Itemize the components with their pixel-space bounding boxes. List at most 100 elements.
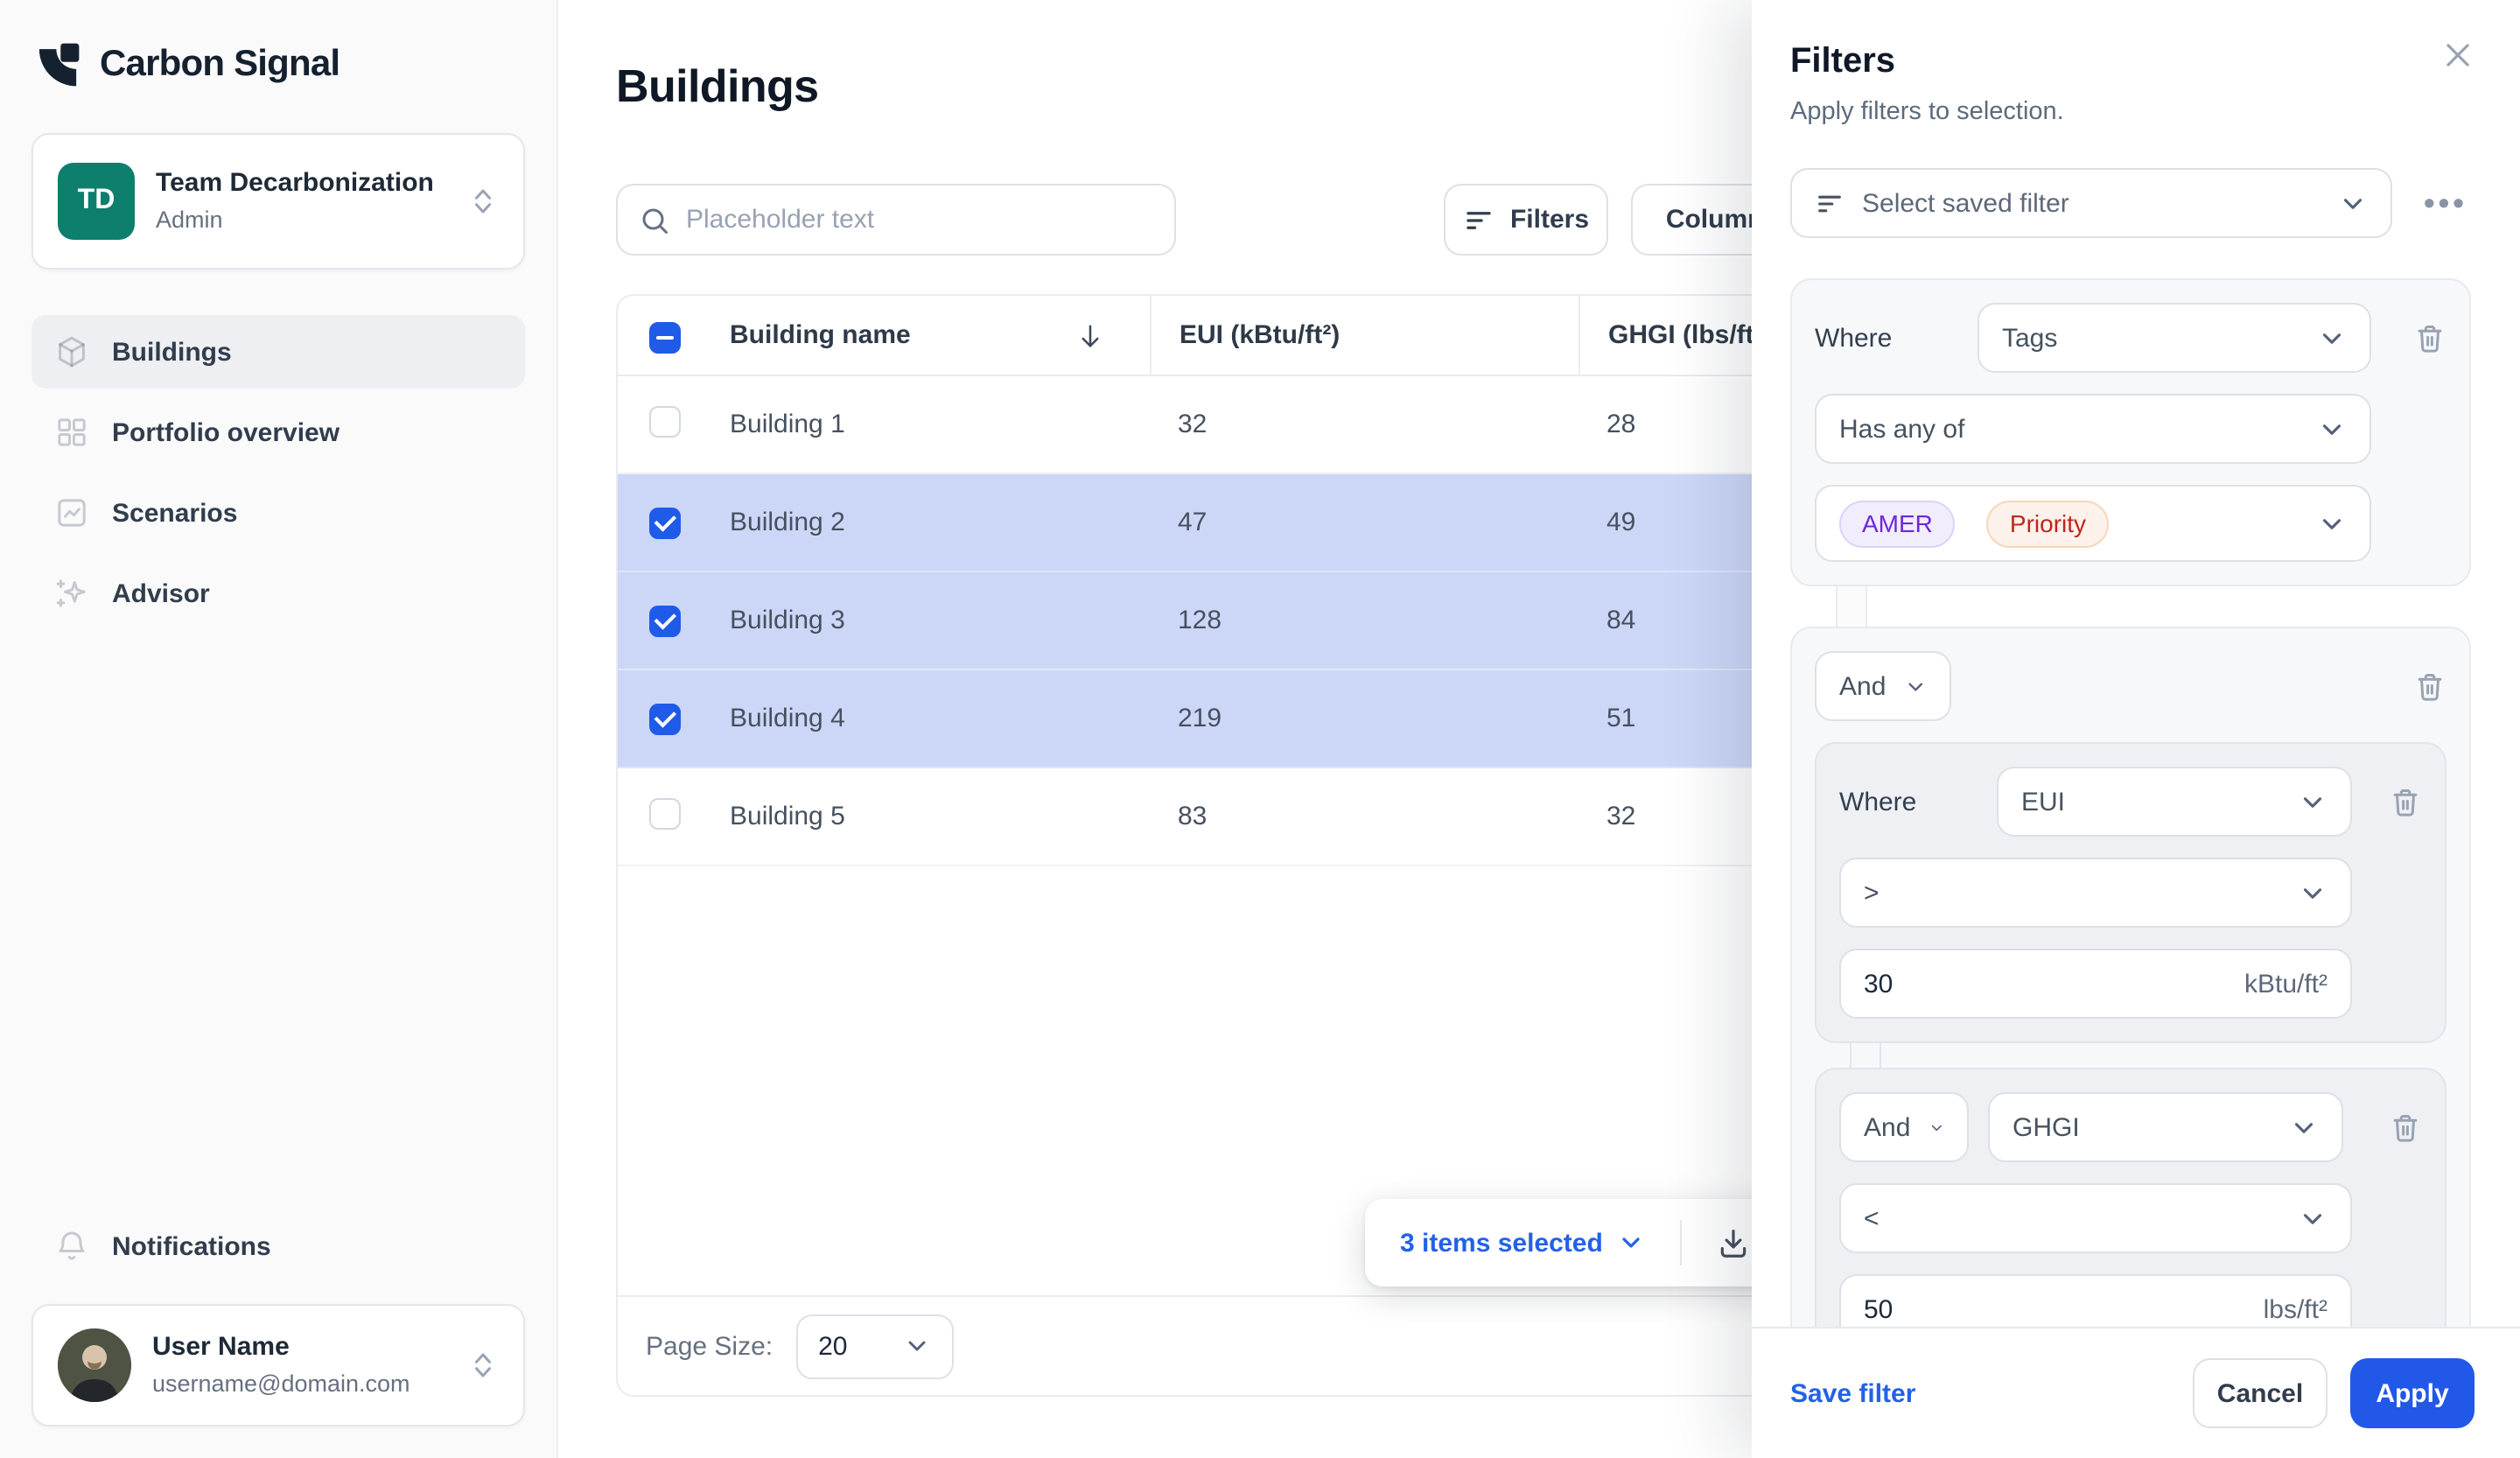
trash-icon[interactable] [2389,1111,2422,1144]
page-size-value: 20 [818,1331,848,1361]
sidebar-item-buildings[interactable]: Buildings [32,315,525,389]
chart-icon [58,499,86,527]
sidebar-item-label: Advisor [112,578,210,608]
ghgi-value: 49 [1606,508,1636,537]
filters-panel: Filters Apply filters to selection. Sele… [1752,0,2520,1458]
filter-lines-icon [1818,194,1841,212]
filters-panel-subtitle: Apply filters to selection. [1790,98,2064,126]
tags-value-select[interactable]: AMER Priority [1815,485,2371,562]
column-header-eui[interactable]: EUI (kBtu/ft²) [1150,296,1578,375]
tag-chip-priority: Priority [1986,500,2110,547]
team-role: Admin [156,207,223,234]
field-select-tags[interactable]: Tags [1978,303,2371,373]
sidebar-item-label: Scenarios [112,498,238,528]
row-checkbox[interactable] [649,605,681,637]
ghgi-value: 84 [1606,606,1636,635]
select-all-checkbox[interactable] [649,321,681,354]
team-switcher[interactable]: TD Team Decarbonization Admin [32,133,525,270]
chevron-down-icon [2343,198,2362,208]
operator-select-tags[interactable]: Has any of [1815,394,2371,464]
filters-panel-footer: Save filter Cancel Apply [1752,1327,2520,1458]
cancel-button[interactable]: Cancel [2193,1358,2328,1428]
user-name: User Name [152,1331,290,1362]
condition-join-select[interactable]: And [1839,1092,1969,1162]
trash-icon[interactable] [2389,785,2422,818]
cube-icon [59,336,85,368]
eui-unit: kBtu/ft² [2244,969,2328,999]
trash-icon[interactable] [2413,321,2446,354]
save-filter-link[interactable]: Save filter [1790,1378,1916,1408]
building-name: Building 2 [730,508,845,537]
eui-value: 83 [1178,802,1208,831]
row-checkbox[interactable] [649,703,681,735]
page-size-select[interactable]: 20 [795,1314,954,1378]
eui-value: 128 [1178,606,1222,635]
building-name: Building 3 [730,606,845,635]
search-input[interactable] [686,205,1153,235]
brand-logo: Carbon Signal [35,42,522,88]
chevron-down-icon [1622,1237,1640,1248]
sidebar-item-advisor[interactable]: Advisor [32,557,525,630]
items-selected-dropdown[interactable]: 3 items selected [1400,1228,1645,1258]
sidebar-item-scenarios[interactable]: Scenarios [32,476,525,550]
trash-icon[interactable] [2413,669,2446,703]
column-header-ghgi[interactable]: GHGI (lbs/ft²) [1578,296,2513,375]
eui-value: 219 [1178,704,1222,733]
column-header-building-name[interactable]: Building name [702,296,1150,375]
operator-select-eui[interactable]: > [1839,858,2352,928]
row-checkbox[interactable] [649,507,681,539]
apply-button[interactable]: Apply [2350,1358,2474,1428]
field-select-eui[interactable]: EUI [1997,767,2352,837]
ghgi-value: 32 [1606,802,1636,831]
ghgi-value: 50 [1864,1294,1894,1324]
chevron-down-icon [2303,1213,2322,1223]
chevron-down-icon [2303,887,2322,898]
ghgi-value: 51 [1606,704,1636,733]
filter-group-tags: Where Tags Has any of AMER Priority [1790,278,2471,586]
sidebar-nav: Buildings Portfolio overview Scenarios A… [32,315,525,630]
search-icon [642,207,668,233]
brand-name: Carbon Signal [100,44,340,84]
field-select-ghgi[interactable]: GHGI [1988,1092,2343,1162]
bell-icon [59,1231,85,1260]
group-join-select[interactable]: And [1815,651,1951,721]
sparkles-icon [56,579,86,607]
close-icon[interactable] [2441,39,2474,72]
user-menu[interactable]: User Name username@domain.com [32,1304,525,1426]
notifications-label: Notifications [112,1231,271,1261]
page-size-label: Page Size: [646,1331,774,1361]
building-name: Building 4 [730,704,845,733]
sidebar-item-portfolio-overview[interactable]: Portfolio overview [32,396,525,469]
filters-button[interactable]: Filters [1444,184,1608,256]
filter-lines-icon [1466,211,1491,228]
sidebar: Carbon Signal TD Team Decarbonization Ad… [0,0,558,1458]
sort-desc-icon[interactable] [1075,319,1107,351]
team-name: Team Decarbonization [156,167,434,198]
more-options-icon[interactable]: ••• [2424,185,2468,220]
sidebar-item-label: Portfolio overview [112,417,340,447]
operator-select-ghgi[interactable]: < [1839,1183,2352,1253]
building-name: Building 5 [730,802,845,831]
where-label: Where [1839,787,1917,817]
row-checkbox[interactable] [649,405,681,437]
user-avatar [58,1328,131,1402]
saved-filter-select[interactable]: Select saved filter [1790,168,2392,238]
chevron-down-icon [907,1341,925,1351]
group-connector [1836,586,1867,627]
eui-value: 32 [1178,410,1208,439]
filters-button-label: Filters [1509,205,1589,235]
notifications-button[interactable]: Notifications [32,1209,525,1283]
brand-logo-icon [38,43,80,87]
chevron-down-icon [2322,333,2342,343]
eui-value: 47 [1178,508,1208,537]
ghgi-unit: lbs/ft² [2263,1294,2328,1324]
grid-icon [58,418,86,446]
chevron-down-icon [2303,796,2322,807]
user-email: username@domain.com [152,1370,410,1398]
condition-connector [1850,1043,1881,1068]
chevron-up-down-icon [475,189,491,214]
eui-value-input[interactable]: 30 kBtu/ft² [1839,949,2352,1019]
ghgi-value: 28 [1606,410,1636,439]
row-checkbox[interactable] [649,797,681,829]
